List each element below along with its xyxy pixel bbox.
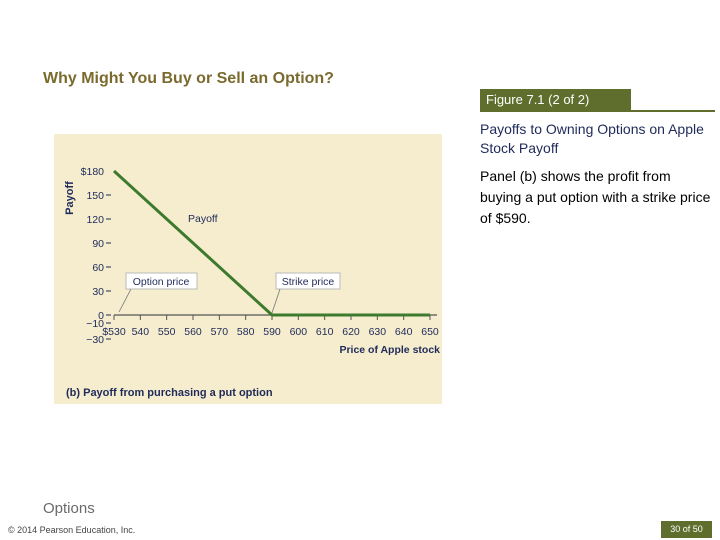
x-tick-label: 580 (237, 326, 255, 338)
x-tick-label: 650 (421, 326, 439, 338)
option-price-leader (118, 288, 132, 313)
slide-title: Why Might You Buy or Sell an Option? (43, 70, 334, 87)
y-tick-label: 0 (98, 310, 104, 322)
option-price-label: Option price (133, 276, 190, 288)
figure-heading: Payoffs to Owning Options on Apple Stock… (480, 121, 704, 156)
chart-background (54, 134, 442, 404)
figure-divider (480, 110, 715, 112)
x-tick-label: 630 (369, 326, 387, 338)
x-axis-title: Price of Apple stock (339, 344, 440, 356)
strike-price-box (275, 272, 341, 290)
x-tick-label: 550 (158, 326, 176, 338)
y-tick-label: 90 (92, 238, 104, 250)
x-tick-label: 600 (290, 326, 308, 338)
payoff-chart-svg: Payoff $180 150 120 90 60 30 0−10 −30$530 540 550 5… (54, 134, 442, 404)
option-price-box (125, 272, 198, 290)
x-tick-label: 640 (395, 326, 413, 338)
x-tick-label: 560 (184, 326, 202, 338)
x-tick-label: $530 (102, 326, 126, 338)
x-tick-label: 590 (263, 326, 281, 338)
payoff-chart: Payoff $180 150 120 90 60 30 0 −10 −30 $530 540 550 5… (54, 134, 442, 404)
x-tick-label: 620 (342, 326, 360, 338)
payoff-series-line (112, 169, 430, 317)
y-tick-label: $180 (81, 166, 105, 178)
payoff-annotation: Payoff (188, 213, 218, 225)
strike-price-label: Strike price (282, 276, 335, 288)
y-tick-label: 150 (86, 190, 104, 202)
y-tick-label: −30 (86, 334, 104, 346)
x-tick-label: 540 (132, 326, 150, 338)
y-tick-label: 30 (92, 286, 104, 298)
y-tick-label: 120 (86, 214, 104, 226)
y-tick-label: −10 (86, 318, 104, 330)
copyright-notice: © 2014 Pearson Education, Inc. (8, 525, 136, 535)
y-axis-title: Payoff (64, 181, 76, 215)
section-label: Options (43, 500, 95, 517)
figure-description: Panel (b) shows the profit from buying a… (480, 168, 711, 226)
x-tick-label: 570 (211, 326, 229, 338)
figure-label: Figure 7.1 (2 of 2) (480, 89, 631, 111)
x-tick-label: 610 (316, 326, 334, 338)
chart-title: (b) Payoff from purchasing a put option (66, 387, 273, 399)
page-number-badge: 30 of 50 (661, 521, 712, 538)
y-tick-label: 60 (92, 262, 104, 274)
strike-price-leader (271, 288, 281, 314)
